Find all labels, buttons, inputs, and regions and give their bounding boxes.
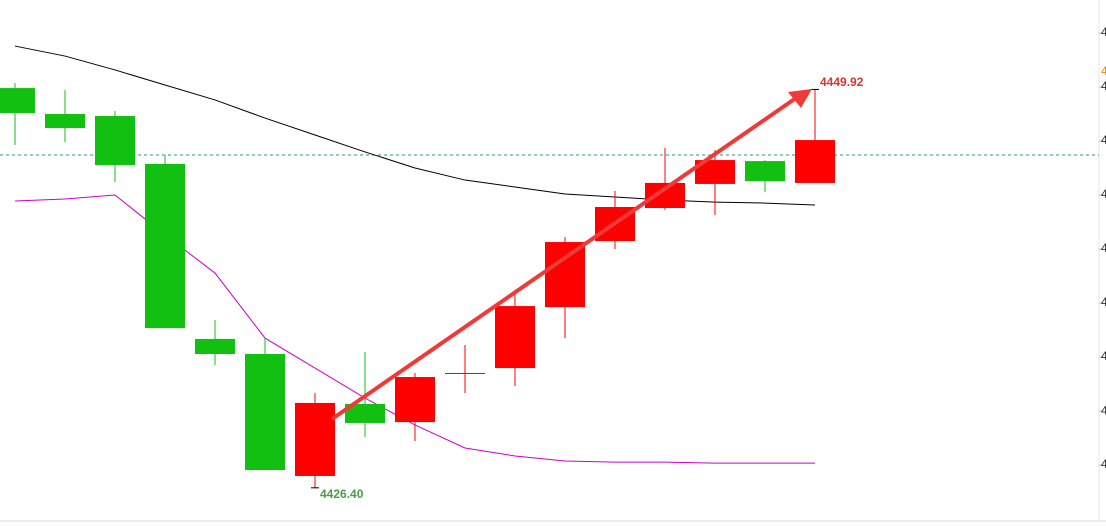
candle-body: [495, 306, 535, 369]
candle-body: [145, 163, 185, 329]
y-tick-label: 4: [1101, 241, 1106, 255]
y-tick-label: 4: [1101, 187, 1106, 201]
candle-body: [0, 88, 35, 113]
candle-body: [95, 116, 135, 165]
price-marker: 4: [1101, 64, 1106, 78]
y-tick-label: 4: [1101, 133, 1106, 147]
y-tick-label: 4: [1101, 79, 1106, 93]
max-label: 4449.92: [820, 75, 864, 89]
trend-arrow: [330, 96, 798, 421]
candle-body: [445, 372, 485, 374]
y-tick-label: 4: [1101, 457, 1106, 471]
candle-body: [795, 140, 835, 183]
y-tick-label: 4: [1101, 349, 1106, 363]
candle-body: [45, 113, 85, 129]
candle-body: [745, 161, 785, 182]
candle-body: [395, 377, 435, 423]
y-tick-label: 4: [1101, 25, 1106, 39]
y-tick-label: 4: [1101, 403, 1106, 417]
candle-body: [545, 242, 585, 308]
candle-body: [295, 402, 335, 476]
candle-body: [195, 338, 235, 355]
candle-body: [245, 354, 285, 471]
candle-body: [695, 160, 735, 184]
min-label: 4426.40: [320, 487, 364, 501]
y-tick-label: 4: [1101, 295, 1106, 309]
arrow-head: [788, 89, 812, 108]
candle-body: [345, 403, 385, 423]
